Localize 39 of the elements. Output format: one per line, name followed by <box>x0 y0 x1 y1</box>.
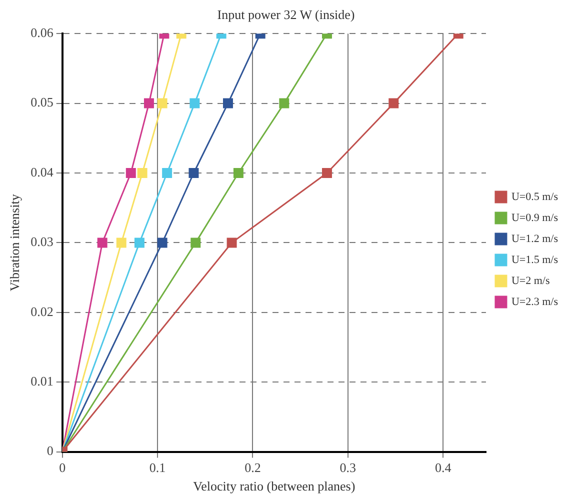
y-tick-label: 0.03 <box>30 234 54 250</box>
x-axis-title: Velocity ratio (between planes) <box>193 478 356 494</box>
legend-label: U=1.2 m/s <box>511 232 558 245</box>
point <box>116 238 126 248</box>
y-tick-label: 0.04 <box>30 164 54 180</box>
point <box>279 98 290 108</box>
point <box>226 238 237 248</box>
x-tick-label: 0 <box>59 460 66 476</box>
point <box>322 168 332 178</box>
point <box>222 98 233 108</box>
legend-label: U=0.9 m/s <box>511 212 558 224</box>
y-tick-label: 0.05 <box>30 94 54 110</box>
point <box>190 98 200 108</box>
legend-label: U=2 m/s <box>511 274 550 287</box>
point <box>233 168 244 178</box>
point <box>144 98 154 108</box>
y-tick-label: 0.02 <box>30 304 54 319</box>
point <box>157 238 168 248</box>
y-tick-label: 0.06 <box>30 25 54 40</box>
x-tick-label: 0.4 <box>435 460 452 476</box>
legend-label: U=1.5 m/s <box>511 254 558 266</box>
legend-label: U=2.3 m/s <box>511 296 558 308</box>
x-tick-label: 0.1 <box>149 460 166 476</box>
x-tick-label: 0.3 <box>340 460 356 476</box>
point <box>134 238 144 248</box>
y-tick-label: 0 <box>46 443 54 458</box>
point <box>388 98 399 108</box>
point <box>126 168 136 178</box>
point <box>97 238 108 248</box>
point <box>162 168 172 178</box>
point <box>188 168 199 178</box>
point <box>157 98 168 108</box>
point <box>190 238 201 248</box>
chart-title: Input power 32 W (inside) <box>217 7 355 22</box>
legend-label: U=0.5 m/s <box>511 190 558 203</box>
y-tick-label: 0.01 <box>30 374 54 389</box>
x-tick-label: 0.2 <box>244 460 261 476</box>
point <box>137 168 148 178</box>
y-axis-title: Vibration intensity <box>7 194 22 292</box>
